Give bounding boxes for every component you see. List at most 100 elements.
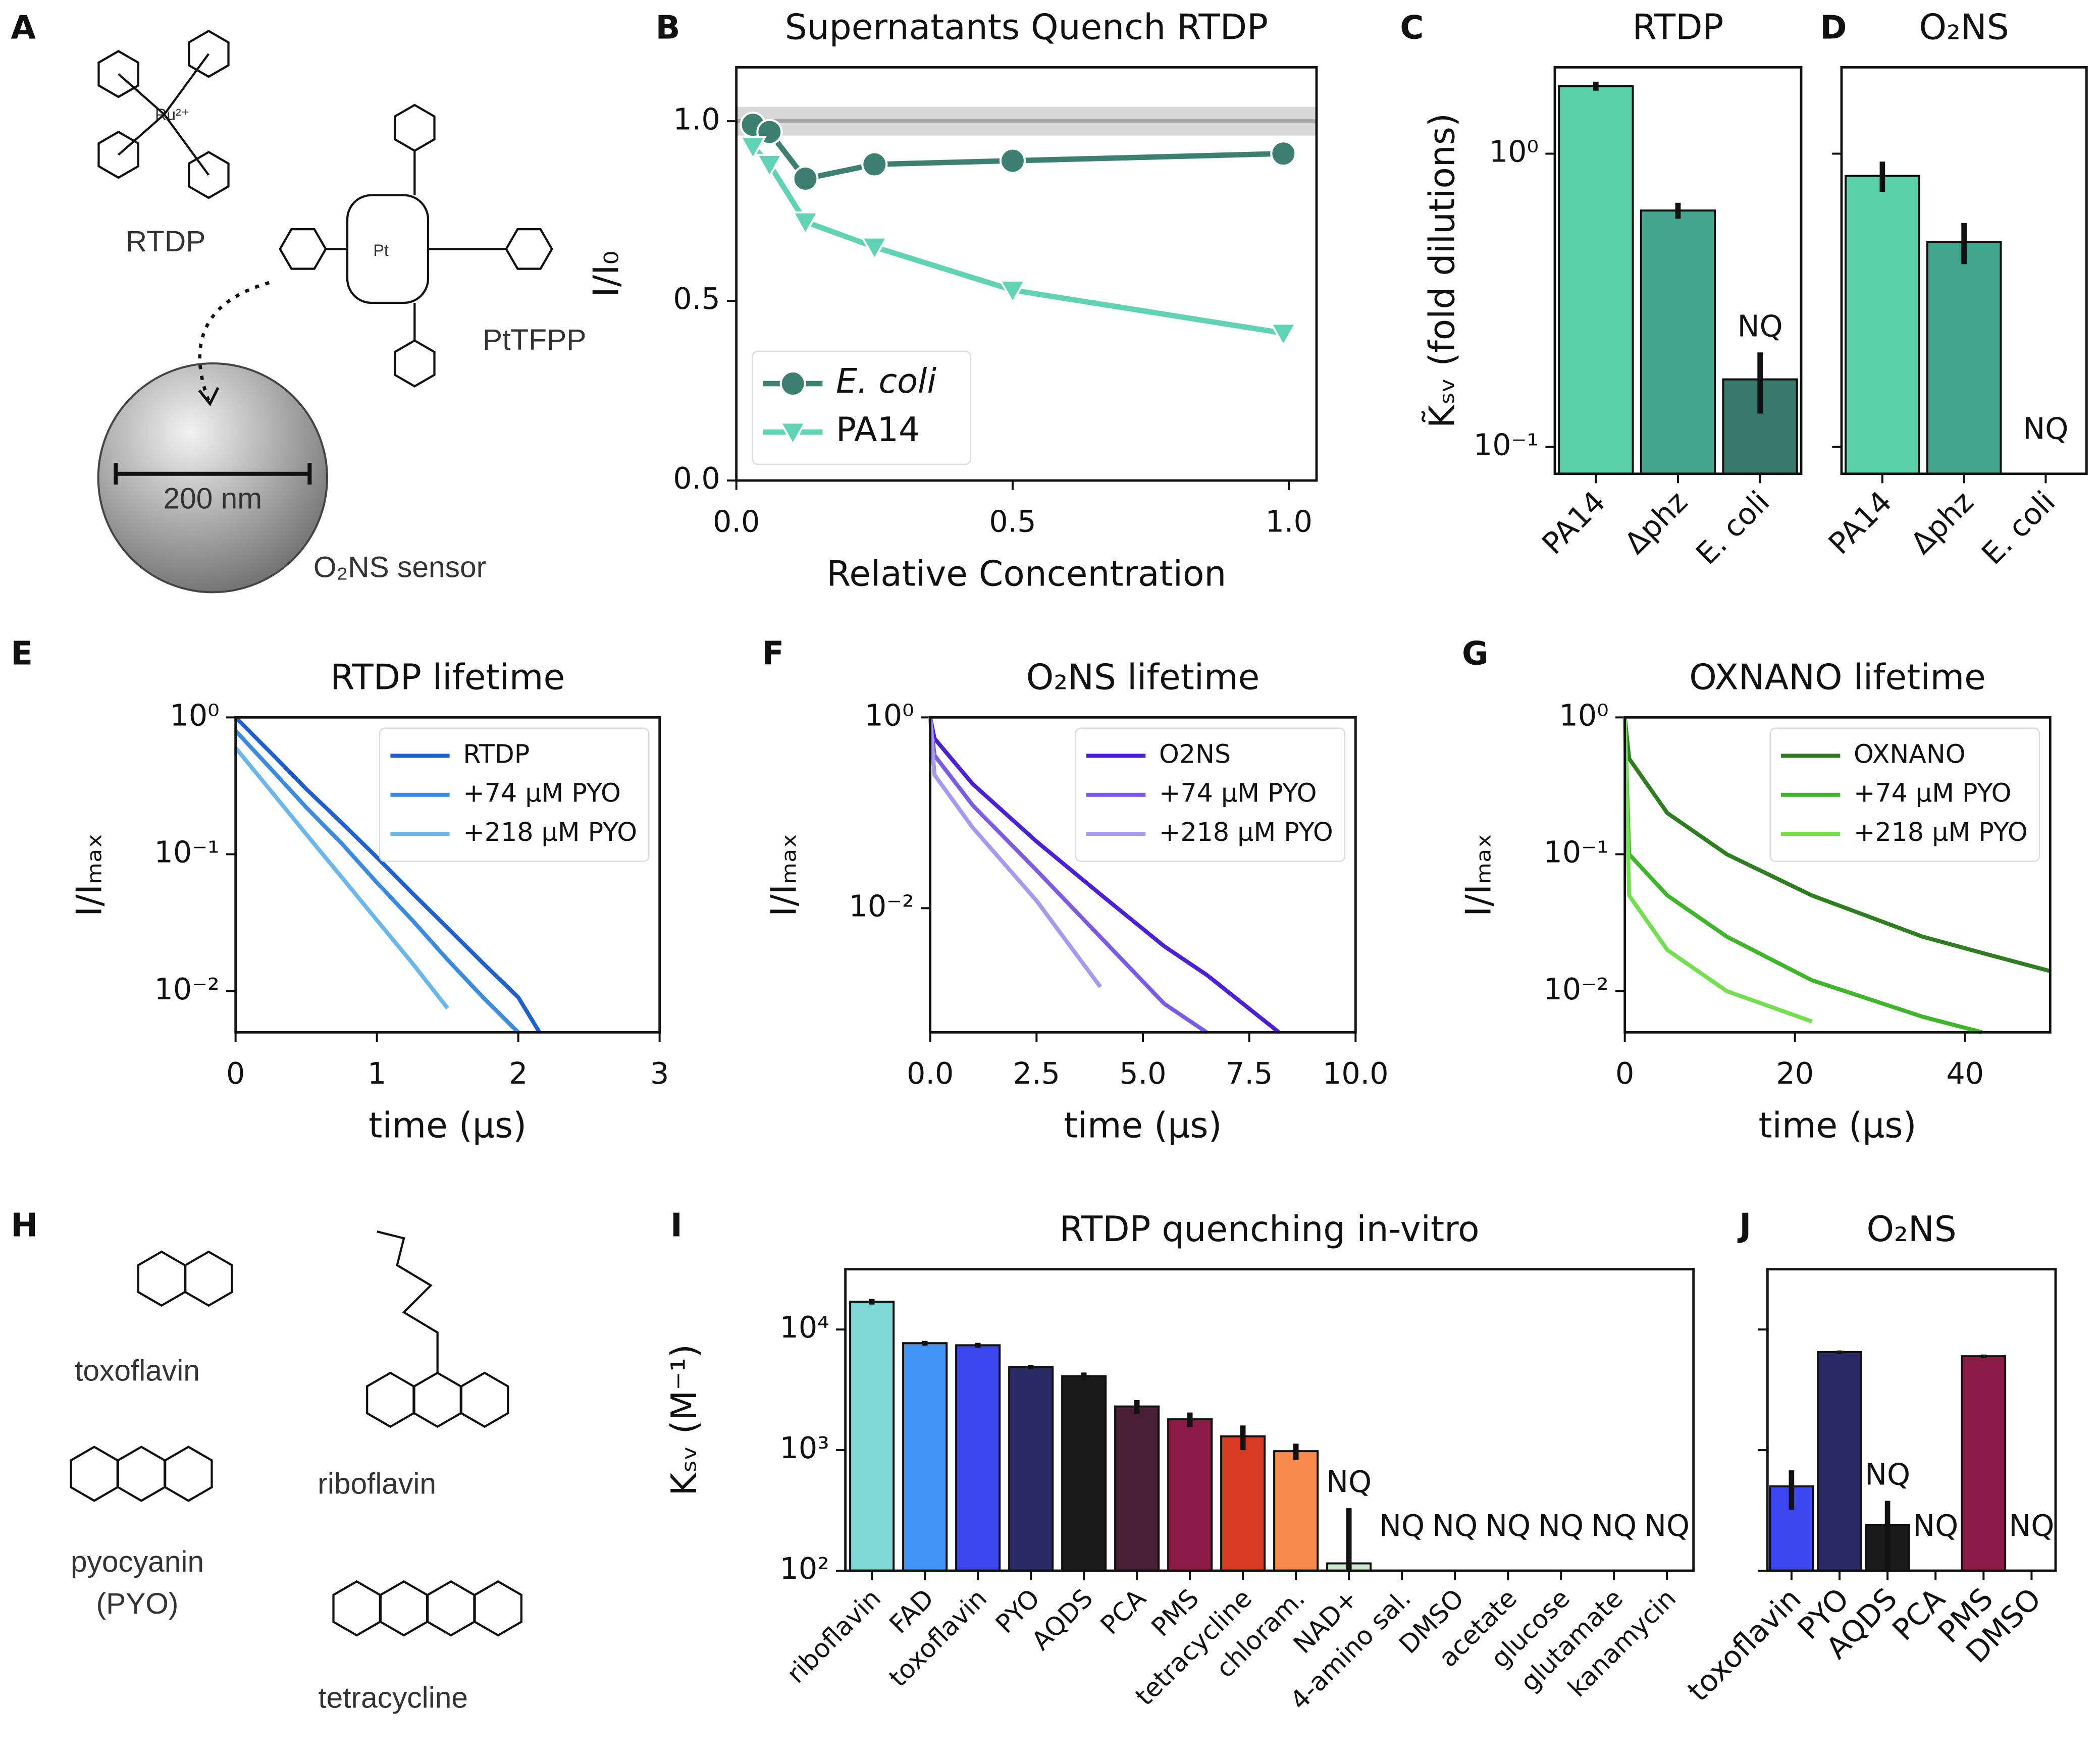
- series-line: [234, 746, 449, 1010]
- sensor-sphere: [97, 362, 328, 594]
- value-label: NQ: [1379, 1509, 1425, 1543]
- legend-label: RTDP: [463, 739, 530, 769]
- legend-label: O2NS: [1159, 739, 1231, 769]
- bar: [902, 1342, 948, 1572]
- plot-frame: [929, 716, 1357, 1034]
- marker: [999, 147, 1026, 174]
- panel-label: D: [1820, 9, 1847, 46]
- panel-label: A: [11, 9, 36, 46]
- x-tick-label: 2: [509, 1056, 528, 1091]
- value-label: NQ: [2023, 411, 2068, 446]
- y-tick-label: 10³: [780, 1431, 829, 1465]
- molecule-label: tetracycline: [318, 1682, 468, 1715]
- x-tick-label: 5.0: [1119, 1056, 1166, 1091]
- value-label: NQ: [1538, 1509, 1584, 1543]
- legend-marker: [779, 370, 806, 397]
- value-label: NQ: [1591, 1509, 1637, 1543]
- legend-label: +218 µM PYO: [1159, 817, 1333, 847]
- series-line: [1622, 717, 2051, 973]
- ring: [184, 1250, 233, 1307]
- marker: [792, 166, 819, 192]
- series-line: [928, 717, 1281, 1034]
- y-tick-label: 0.5: [673, 282, 720, 316]
- plot-frame: [1840, 66, 2088, 475]
- legend-box: [1075, 727, 1346, 863]
- bar: [1926, 241, 2002, 475]
- y-tick-label: 10⁰: [1489, 135, 1539, 169]
- x-tick-label: 20: [1776, 1056, 1814, 1091]
- ring: [97, 130, 139, 179]
- x-tick-label: 3: [650, 1056, 669, 1091]
- marker: [755, 153, 783, 179]
- x-tick-label: 2.5: [1013, 1056, 1060, 1091]
- panel-label: C: [1400, 9, 1424, 46]
- legend-box: [1769, 727, 2040, 863]
- ring: [394, 339, 436, 388]
- panel-label: J: [1737, 1207, 1751, 1245]
- y-tick-label: 10⁻²: [1544, 972, 1609, 1006]
- chart-title: RTDP quenching in-vitro: [1060, 1209, 1480, 1250]
- x-tick-label: 0: [226, 1056, 245, 1091]
- y-tick-label: 10⁻¹: [1544, 835, 1609, 870]
- plot-frame: [234, 716, 661, 1034]
- sensor-label: O₂NS sensor: [313, 551, 486, 584]
- panel-label: G: [1462, 635, 1489, 672]
- atom-label: Pt: [374, 241, 389, 259]
- legend-label: E. coli: [836, 361, 936, 401]
- legend-box: [752, 350, 971, 465]
- arrow: [198, 281, 270, 402]
- value-label: NQ: [1326, 1465, 1372, 1499]
- plot-frame: [1623, 716, 2052, 1034]
- atom-label: Ru²⁺: [155, 105, 189, 124]
- value-label: NQ: [1432, 1509, 1478, 1543]
- ring: [97, 49, 139, 98]
- bar: [1061, 1375, 1107, 1572]
- legend-label: +218 µM PYO: [463, 817, 637, 847]
- bar: [955, 1344, 1001, 1572]
- legend-label: OXNANO: [1854, 739, 1966, 769]
- y-axis-label: K̃ₛᵥ (fold dilutions): [1422, 113, 1463, 428]
- x-tick-label: 1: [368, 1056, 386, 1091]
- chart-title: O₂NS lifetime: [1026, 658, 1259, 698]
- bar: [1008, 1366, 1054, 1572]
- value-label: NQ: [2009, 1509, 2054, 1543]
- bond: [118, 73, 165, 116]
- y-tick-label: 10⁻¹: [1474, 428, 1539, 462]
- arrow-head: [198, 387, 220, 406]
- bar: [1640, 209, 1716, 475]
- ring: [474, 1580, 522, 1637]
- bar: [1961, 1355, 2007, 1572]
- chain: [377, 1230, 439, 1373]
- series-line: [1622, 717, 1813, 1024]
- bond: [163, 114, 210, 176]
- series-line: [234, 716, 542, 1034]
- bar: [1167, 1418, 1213, 1572]
- legend-label: +74 µM PYO: [1159, 778, 1317, 808]
- x-tick-label: 1.0: [1266, 504, 1312, 539]
- legend-label: +74 µM PYO: [463, 778, 621, 808]
- x-tick-label: 0.0: [713, 504, 760, 539]
- bar: [1817, 1351, 1862, 1572]
- chart-title: O₂NS: [1867, 1209, 1957, 1250]
- marker: [860, 236, 888, 261]
- y-axis-label: Kₛᵥ (M⁻¹): [664, 1344, 705, 1496]
- y-tick-label: 10⁻²: [154, 972, 220, 1006]
- legend-box: [379, 727, 650, 863]
- ring: [164, 1446, 213, 1502]
- chart-title: OXNANO lifetime: [1689, 658, 1986, 698]
- x-tick-label: 0.5: [989, 504, 1036, 539]
- legend-marker: [779, 421, 807, 447]
- marker: [1269, 323, 1297, 348]
- value-label: NQ: [1913, 1509, 1958, 1543]
- chart-title: RTDP lifetime: [330, 658, 565, 698]
- molecule-label: riboflavin: [318, 1468, 436, 1501]
- molecule-label: PtTFPP: [483, 324, 586, 356]
- plot-frame: [844, 1268, 1695, 1572]
- value-label: NQ: [1485, 1509, 1531, 1543]
- bar: [1114, 1405, 1160, 1572]
- chart-title: Supernatants Quench RTDP: [785, 8, 1268, 48]
- legend-label: +218 µM PYO: [1854, 817, 2028, 847]
- plot-frame: [735, 66, 1318, 482]
- marker: [739, 136, 767, 161]
- panel-label: F: [762, 635, 784, 672]
